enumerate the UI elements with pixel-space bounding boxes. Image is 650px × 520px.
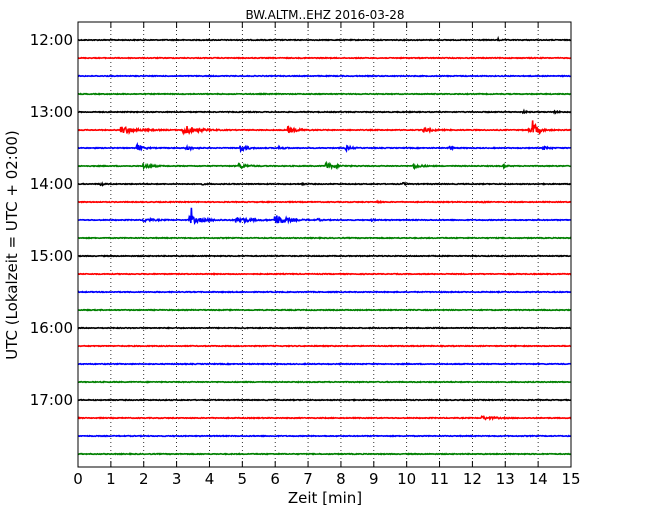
trace-row-8 bbox=[77, 181, 572, 187]
trace-row-16 bbox=[77, 326, 572, 330]
trace-row-22 bbox=[77, 434, 572, 438]
y-tick-label-15:00: 15:00 bbox=[30, 247, 73, 265]
x-tick-label-5: 5 bbox=[238, 470, 248, 488]
x-tick-label-2: 2 bbox=[139, 470, 149, 488]
chart-title: BW.ALTM..EHZ 2016-03-28 bbox=[245, 8, 404, 22]
trace-row-14 bbox=[77, 290, 572, 294]
y-axis-ticks: 12:00 13:00 14:00 15:00 16:00 17:00 bbox=[30, 31, 571, 409]
trace-row-12 bbox=[77, 254, 572, 258]
trace-row-10 bbox=[77, 207, 572, 225]
trace-row-21 bbox=[77, 414, 572, 421]
y-tick-label-13:00: 13:00 bbox=[30, 103, 73, 121]
x-tick-label-9: 9 bbox=[369, 470, 379, 488]
x-tick-label-12: 12 bbox=[463, 470, 482, 488]
x-axis-label: Zeit [min] bbox=[288, 489, 362, 507]
y-tick-label-17:00: 17:00 bbox=[30, 391, 73, 409]
trace-row-5 bbox=[77, 120, 572, 136]
trace-row-1 bbox=[77, 56, 572, 60]
trace-row-13 bbox=[77, 272, 572, 276]
trace-row-3 bbox=[77, 92, 572, 96]
x-tick-label-8: 8 bbox=[336, 470, 346, 488]
trace-row-6 bbox=[77, 141, 572, 154]
x-tick-label-13: 13 bbox=[496, 470, 515, 488]
trace-row-19 bbox=[77, 380, 572, 384]
x-tick-label-11: 11 bbox=[430, 470, 449, 488]
trace-row-23 bbox=[77, 452, 572, 456]
trace-row-18 bbox=[77, 362, 572, 366]
trace-row-0 bbox=[77, 35, 572, 42]
y-axis-label: UTC (Lokalzeit = UTC + 02:00) bbox=[3, 130, 21, 360]
trace-row-9 bbox=[77, 199, 572, 204]
y-tick-label-14:00: 14:00 bbox=[30, 175, 73, 193]
x-tick-label-4: 4 bbox=[205, 470, 215, 488]
x-tick-label-10: 10 bbox=[397, 470, 416, 488]
trace-row-4 bbox=[77, 108, 572, 115]
x-tick-label-14: 14 bbox=[529, 470, 548, 488]
trace-row-7 bbox=[77, 160, 572, 171]
trace-row-20 bbox=[77, 398, 572, 402]
trace-row-15 bbox=[77, 308, 572, 312]
x-tick-label-7: 7 bbox=[303, 470, 313, 488]
trace-row-11 bbox=[77, 236, 572, 240]
seismic-traces bbox=[77, 35, 572, 456]
y-tick-label-12:00: 12:00 bbox=[30, 31, 73, 49]
x-tick-label-6: 6 bbox=[270, 470, 280, 488]
x-tick-label-0: 0 bbox=[73, 470, 83, 488]
plot-frame bbox=[77, 21, 572, 468]
x-tick-label-15: 15 bbox=[561, 470, 580, 488]
y-tick-label-16:00: 16:00 bbox=[30, 319, 73, 337]
x-axis-ticks: 0 1 2 3 4 5 6 7 8 9 10 11 12 13 14 15 bbox=[73, 22, 581, 488]
trace-row-2 bbox=[77, 74, 572, 78]
x-tick-label-1: 1 bbox=[106, 470, 116, 488]
x-tick-label-3: 3 bbox=[172, 470, 182, 488]
trace-row-17 bbox=[77, 344, 572, 348]
